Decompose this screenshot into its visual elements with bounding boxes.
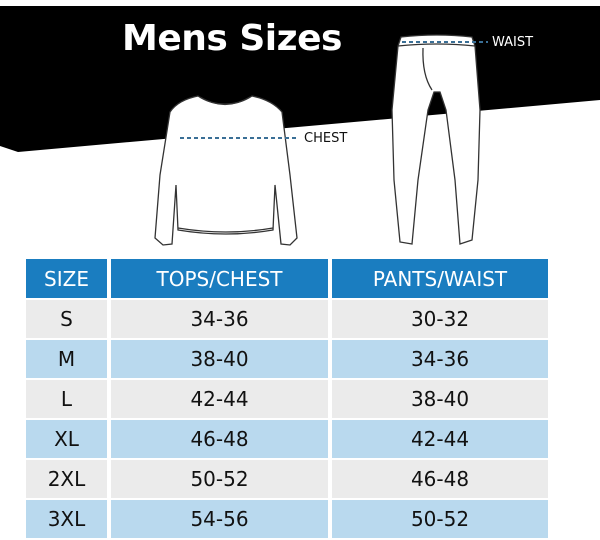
chest-cell: 46-48 [111,420,328,458]
header-tops-chest: TOPS/CHEST [111,259,328,298]
size-table: SIZE TOPS/CHEST PANTS/WAIST S 34-36 30-32 … [22,257,552,540]
banner-illustration [0,6,600,246]
size-cell: 2XL [26,460,107,498]
waist-cell: 30-32 [332,300,548,338]
chest-cell: 34-36 [111,300,328,338]
shirt-illustration [154,95,298,246]
header-pants-waist: PANTS/WAIST [332,259,548,298]
table-header-row: SIZE TOPS/CHEST PANTS/WAIST [26,259,548,298]
size-cell: S [26,300,107,338]
size-cell: L [26,380,107,418]
waist-cell: 50-52 [332,500,548,538]
size-cell: M [26,340,107,378]
waist-cell: 46-48 [332,460,548,498]
header-size: SIZE [26,259,107,298]
waist-label: WAIST [492,35,534,50]
table-row: XL 46-48 42-44 [26,420,548,458]
table-row: 3XL 54-56 50-52 [26,500,548,538]
chest-cell: 38-40 [111,340,328,378]
table-row: M 38-40 34-36 [26,340,548,378]
pants-illustration [391,34,481,245]
chest-cell: 54-56 [111,500,328,538]
chest-cell: 42-44 [111,380,328,418]
size-cell: XL [26,420,107,458]
table-row: 2XL 50-52 46-48 [26,460,548,498]
waist-cell: 34-36 [332,340,548,378]
table-row: S 34-36 30-32 [26,300,548,338]
chest-cell: 50-52 [111,460,328,498]
table-row: L 42-44 38-40 [26,380,548,418]
waist-cell: 38-40 [332,380,548,418]
waist-cell: 42-44 [332,420,548,458]
page-title: Mens Sizes [122,18,342,59]
size-cell: 3XL [26,500,107,538]
chest-label: CHEST [304,131,348,146]
